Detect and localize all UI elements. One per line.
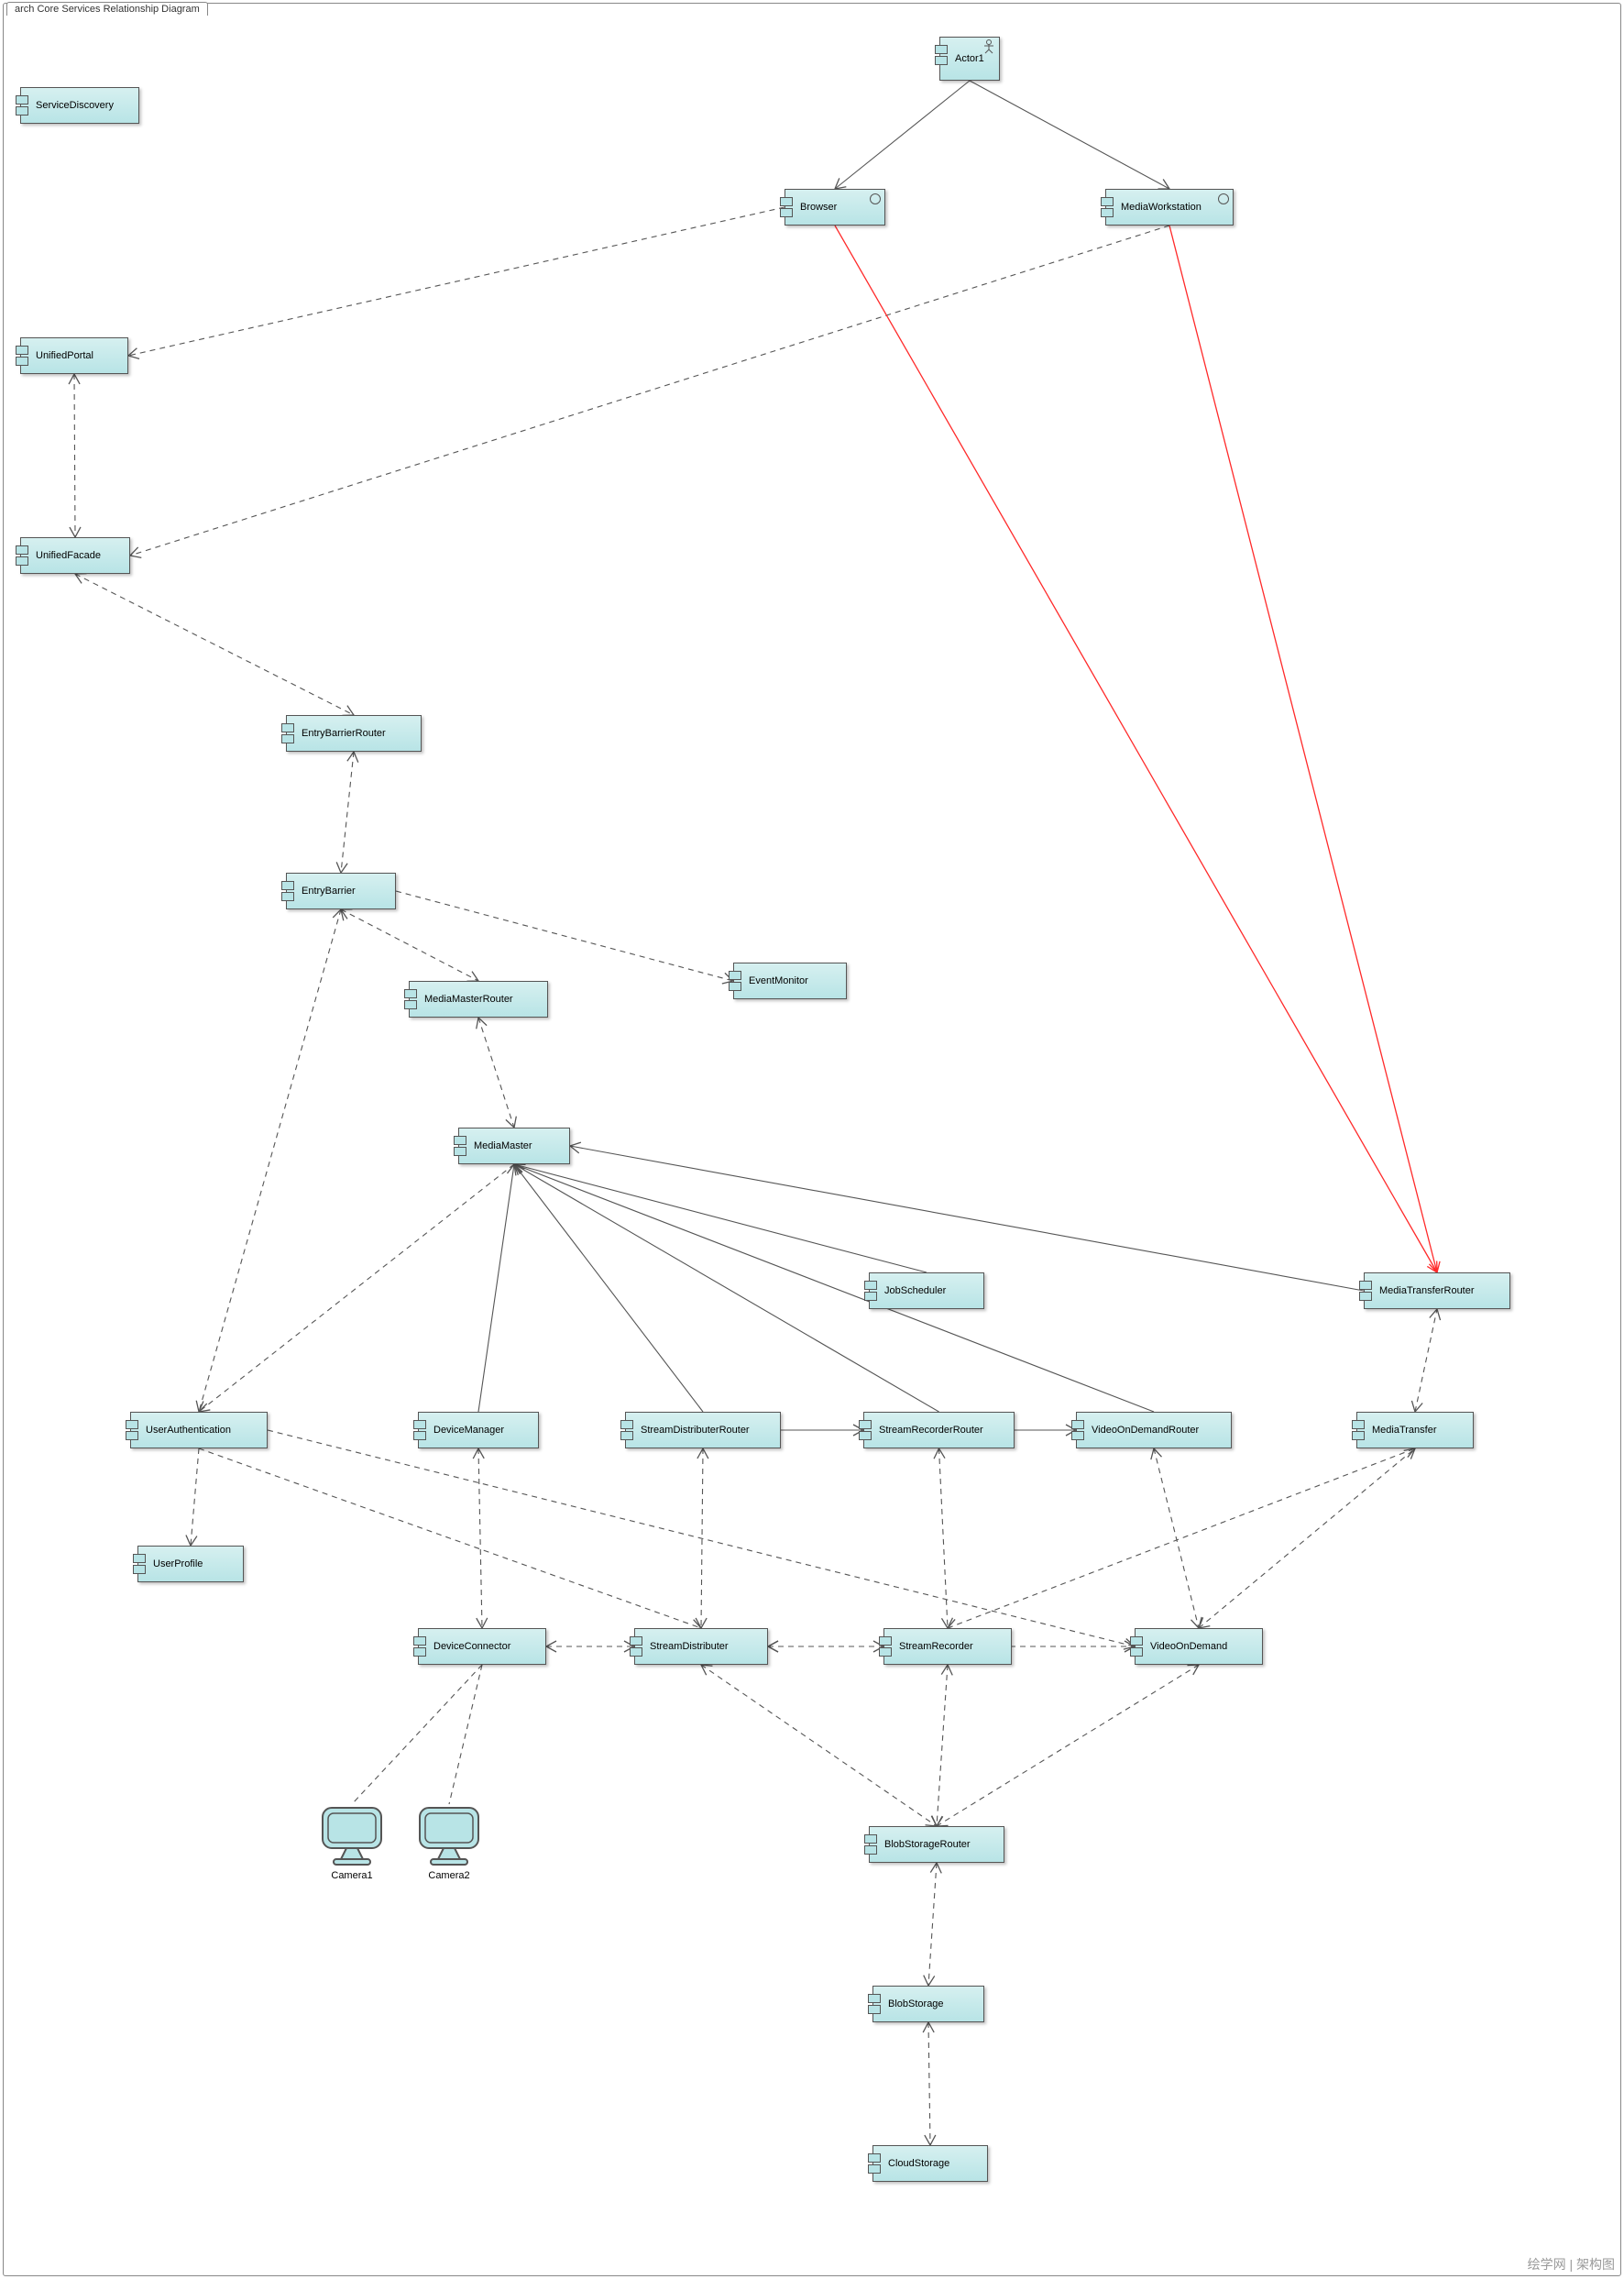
- device-label: Camera2: [412, 1870, 486, 1881]
- node-vod: VideoOnDemand: [1135, 1628, 1263, 1665]
- node-label: Actor1: [955, 53, 984, 64]
- node-label: VideoOnDemandRouter: [1092, 1425, 1199, 1436]
- node-label: VideoOnDemand: [1150, 1641, 1227, 1652]
- device-label: Camera1: [315, 1870, 389, 1881]
- node-devconn: DeviceConnector: [418, 1628, 546, 1665]
- node-srec: StreamRecorder: [883, 1628, 1012, 1665]
- node-evmon: EventMonitor: [733, 963, 847, 999]
- node-label: StreamDistributer: [650, 1641, 729, 1652]
- node-uprofile: UserProfile: [137, 1546, 244, 1582]
- node-label: CloudStorage: [888, 2158, 949, 2169]
- node-label: DeviceConnector: [433, 1641, 510, 1652]
- node-label: MediaMaster: [474, 1140, 532, 1151]
- node-mwork: MediaWorkstation: [1105, 189, 1234, 226]
- node-label: StreamRecorder: [899, 1641, 973, 1652]
- node-mtrouter: MediaTransferRouter: [1364, 1272, 1510, 1309]
- node-label: Browser: [800, 202, 837, 213]
- node-bsrouter: BlobStorageRouter: [869, 1826, 1004, 1863]
- node-label: EntryBarrierRouter: [302, 728, 386, 739]
- watermark-text: 绘学网 | 架构图: [1528, 2255, 1615, 2273]
- node-sdist: StreamDistributer: [634, 1628, 768, 1665]
- node-bstorage: BlobStorage: [872, 1986, 984, 2022]
- node-ufacade: UnifiedFacade: [20, 537, 130, 574]
- node-browser: Browser: [785, 189, 885, 226]
- node-mmrouter: MediaMasterRouter: [409, 981, 548, 1018]
- node-ebrouter: EntryBarrierRouter: [286, 715, 422, 752]
- node-label: EntryBarrier: [302, 886, 356, 897]
- node-label: UserProfile: [153, 1558, 203, 1569]
- node-label: StreamRecorderRouter: [879, 1425, 983, 1436]
- node-label: MediaWorkstation: [1121, 202, 1202, 213]
- node-label: JobScheduler: [884, 1285, 946, 1296]
- node-label: UnifiedPortal: [36, 350, 93, 361]
- node-srrouter: StreamRecorderRouter: [863, 1412, 1015, 1448]
- node-label: UnifiedFacade: [36, 550, 101, 561]
- node-label: MediaMasterRouter: [424, 994, 513, 1005]
- node-label: DeviceManager: [433, 1425, 504, 1436]
- node-label: BlobStorage: [888, 1998, 944, 2009]
- node-label: MediaTransferRouter: [1379, 1285, 1475, 1296]
- node-sdrouter: StreamDistributerRouter: [625, 1412, 781, 1448]
- node-vodrouter: VideoOnDemandRouter: [1076, 1412, 1232, 1448]
- node-label: ServiceDiscovery: [36, 100, 114, 111]
- edges-layer: [0, 0, 1624, 2279]
- node-label: StreamDistributerRouter: [641, 1425, 750, 1436]
- node-svcdisc: ServiceDiscovery: [20, 87, 139, 124]
- node-actor1: Actor1: [939, 37, 1000, 81]
- node-label: MediaTransfer: [1372, 1425, 1437, 1436]
- device-cam1: Camera1: [315, 1804, 389, 1881]
- device-cam2: Camera2: [412, 1804, 486, 1881]
- node-devmgr: DeviceManager: [418, 1412, 539, 1448]
- node-mmaster: MediaMaster: [458, 1128, 570, 1164]
- node-ebarrier: EntryBarrier: [286, 873, 396, 909]
- node-cstorage: CloudStorage: [872, 2145, 988, 2182]
- node-uauth: UserAuthentication: [130, 1412, 268, 1448]
- node-mtransfer: MediaTransfer: [1356, 1412, 1474, 1448]
- diagram-canvas: arch Core Services Relationship Diagram …: [0, 0, 1624, 2279]
- node-label: EventMonitor: [749, 975, 808, 986]
- node-uportal: UnifiedPortal: [20, 337, 128, 374]
- node-label: UserAuthentication: [146, 1425, 231, 1436]
- node-jobsched: JobScheduler: [869, 1272, 984, 1309]
- node-label: BlobStorageRouter: [884, 1839, 971, 1850]
